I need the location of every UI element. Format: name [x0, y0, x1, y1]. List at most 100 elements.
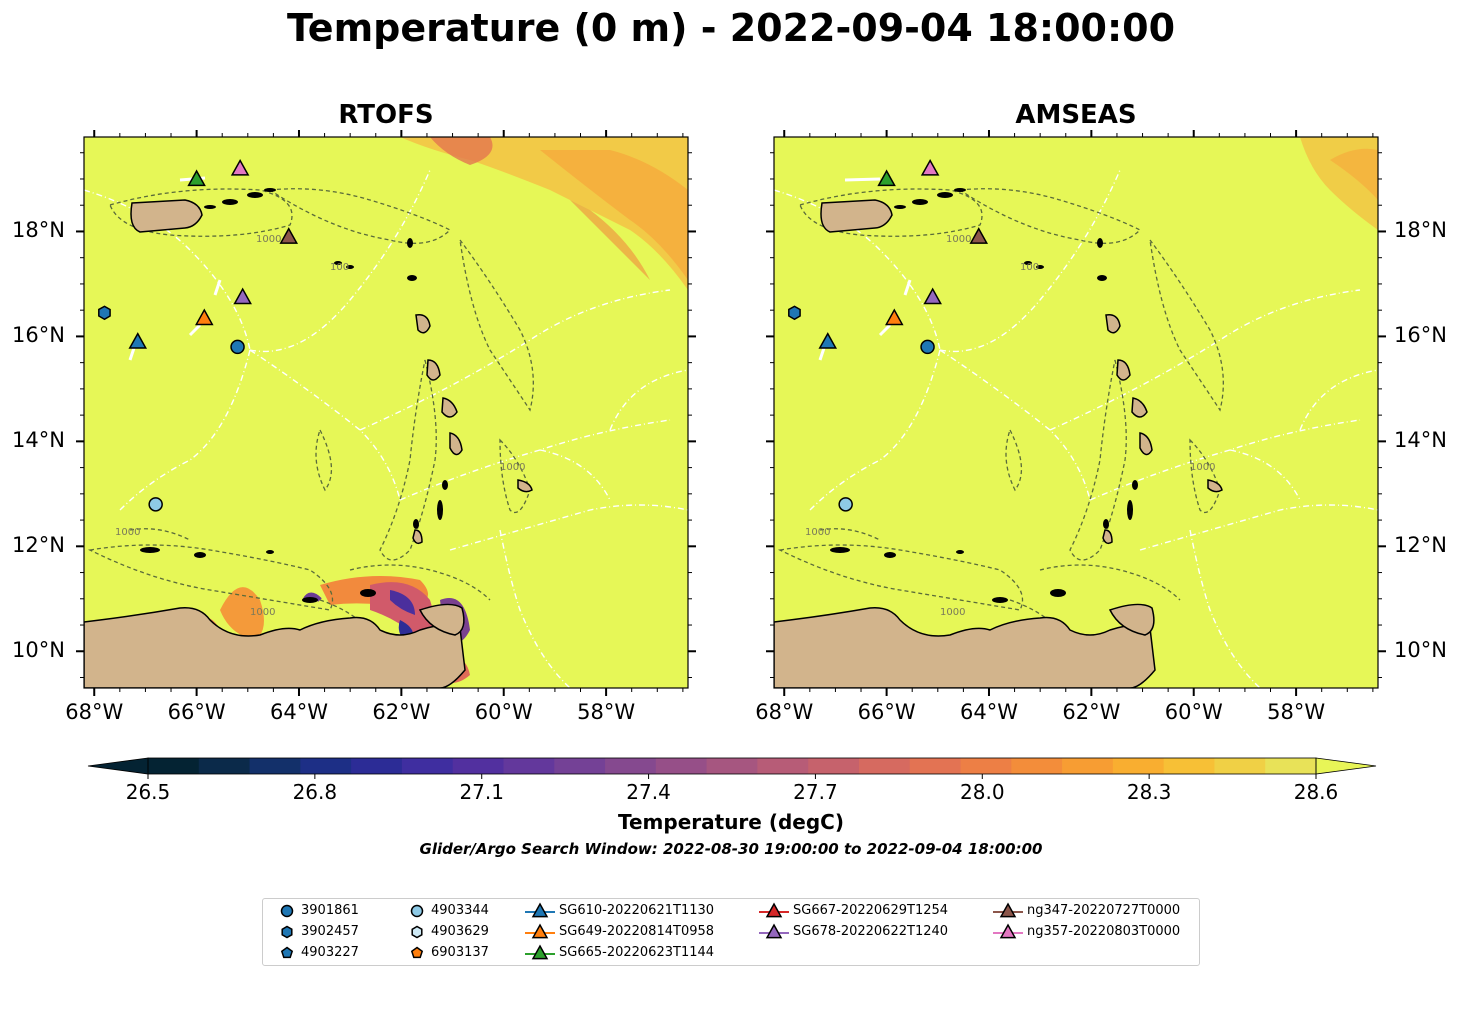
- legend-label: SG649-20220814T0958: [559, 924, 715, 939]
- lon-tick-label: 60°W: [474, 700, 533, 724]
- colorbar-cell: [757, 758, 809, 774]
- contour-label: 1000: [946, 234, 971, 245]
- colorbar-cell: [1112, 758, 1165, 774]
- obs-marker-SG678-20220622T1240: [923, 287, 942, 305]
- guadeloupe: [415, 313, 431, 334]
- legend-marker-icon: [993, 901, 1023, 917]
- legend-triangle: [531, 901, 549, 917]
- legend-label: 4903629: [431, 924, 489, 939]
- obs-marker-3902457: [788, 305, 801, 321]
- contour-label: 1000: [250, 607, 275, 618]
- legend-marker-icon: [759, 901, 789, 917]
- puerto-rico: [130, 199, 203, 233]
- puerto-rico: [820, 199, 893, 233]
- small-islands: [830, 188, 1138, 603]
- legend-marker-icon: [410, 904, 424, 917]
- obs-marker-SG610-20220621T1130: [818, 332, 838, 349]
- legend-item: SG665-20220623T1144: [525, 943, 714, 963]
- obs-marker-ng357-20220803T0000: [920, 158, 940, 176]
- legend-marker-icon: [525, 922, 555, 938]
- lat-tick-label: 14°N: [1394, 428, 1447, 453]
- observation-markers: [98, 158, 299, 512]
- colorbar-label: Temperature (degC): [618, 810, 844, 834]
- colorbar-cell: [554, 758, 606, 774]
- bathymetry-contours: [777, 188, 1224, 631]
- lon-tick-label: 60°W: [1164, 700, 1223, 724]
- colorbar-tick-label: 27.4: [626, 780, 671, 804]
- obs-marker-ng347-20220727T0000: [969, 227, 989, 244]
- colorbar-outline: [147, 757, 1317, 775]
- colorbar-tick-label: 28.6: [1293, 780, 1339, 804]
- martinique: [426, 359, 441, 381]
- st-lucia: [441, 397, 458, 418]
- legend-triangle: [531, 943, 549, 959]
- contour-labels: 1000 100 1000 1000 1000: [805, 234, 1215, 618]
- panel-title-amseas: AMSEAS: [1015, 100, 1137, 130]
- colorbar-cell: [655, 758, 708, 774]
- legend-triangle: [999, 922, 1017, 938]
- barbados: [1207, 479, 1223, 493]
- grenada: [412, 529, 423, 545]
- legend-triangle: [999, 901, 1017, 917]
- colorbar-over-extend: [1315, 757, 1377, 775]
- colorbar-cell: [1011, 758, 1063, 774]
- ocean-background: [774, 137, 1378, 688]
- legend-marker-icon: [281, 925, 293, 938]
- legend-label: SG665-20220623T1144: [559, 945, 715, 960]
- axis-ticks: [76, 130, 696, 696]
- land: [84, 199, 533, 688]
- colorbar-cell: [909, 758, 962, 774]
- eez-lines: [84, 169, 688, 688]
- colorbar-cell: [148, 758, 200, 774]
- lon-tick-label: 68°W: [65, 700, 124, 724]
- lon-tick-label: 66°W: [167, 700, 226, 724]
- legend-label: 4903227: [301, 945, 359, 960]
- legend-marker-icon: [411, 925, 423, 938]
- colorbar-under-extend: [87, 757, 149, 775]
- contour-label: 1000: [115, 527, 140, 538]
- land: [774, 199, 1223, 688]
- observation-markers: [788, 158, 989, 512]
- legend: 3901861 3902457 4903227 4903344 4903629 69031…: [262, 898, 1200, 966]
- barbados: [517, 479, 533, 493]
- guadeloupe: [1105, 313, 1121, 334]
- map-rtofs[interactable]: 1000 100 1000 1000 1000: [70, 130, 710, 700]
- lat-tick-label: 16°N: [1394, 323, 1447, 348]
- obs-marker-ng357-20220803T0000: [230, 158, 250, 176]
- trinidad: [1108, 603, 1155, 636]
- colorbar-cell: [198, 758, 251, 774]
- colorbar-cell: [300, 758, 352, 774]
- colorbar-cell: [1265, 758, 1317, 774]
- map-amseas[interactable]: 1000 100 1000 1000 1000: [760, 130, 1400, 700]
- lat-tick-label: 14°N: [12, 428, 65, 453]
- colorbar-cell: [1163, 758, 1215, 774]
- figure-title: Temperature (0 m) - 2022-09-04 18:00:00: [286, 6, 1176, 50]
- legend-label: ng357-20220803T0000: [1027, 924, 1181, 939]
- obs-marker-SG649-20220814T0958: [195, 308, 214, 326]
- colorbar-cell: [503, 758, 555, 774]
- panel-title-rtofs: RTOFS: [338, 100, 434, 130]
- colorbar-cell: [351, 758, 403, 774]
- axis-ticks: [766, 130, 1386, 696]
- trinidad: [418, 603, 465, 636]
- search-window-text: Glider/Argo Search Window: 2022-08-30 19…: [419, 840, 1043, 858]
- legend-circle: [410, 904, 424, 917]
- lat-tick-label: 12°N: [12, 533, 65, 558]
- martinique: [1116, 359, 1131, 381]
- colorbar-tick-label: 28.3: [1126, 780, 1172, 804]
- legend-item: 6903137: [407, 943, 489, 963]
- legend-marker-icon: [280, 904, 294, 917]
- obs-marker-4903344: [148, 497, 163, 512]
- lon-tick-label: 64°W: [959, 700, 1018, 724]
- legend-marker-icon: [525, 901, 555, 917]
- st-vincent: [449, 432, 463, 456]
- legend-triangle: [765, 922, 783, 938]
- legend-item: SG649-20220814T0958: [525, 922, 714, 942]
- lat-tick-label: 10°N: [12, 638, 65, 663]
- legend-hexagon: [281, 925, 293, 938]
- map-frame: [83, 136, 689, 689]
- colorbar-cell: [249, 758, 301, 774]
- bathymetry-contours: [87, 188, 534, 631]
- legend-label: SG610-20220621T1130: [559, 903, 715, 918]
- lon-tick-label: 58°W: [1267, 700, 1326, 724]
